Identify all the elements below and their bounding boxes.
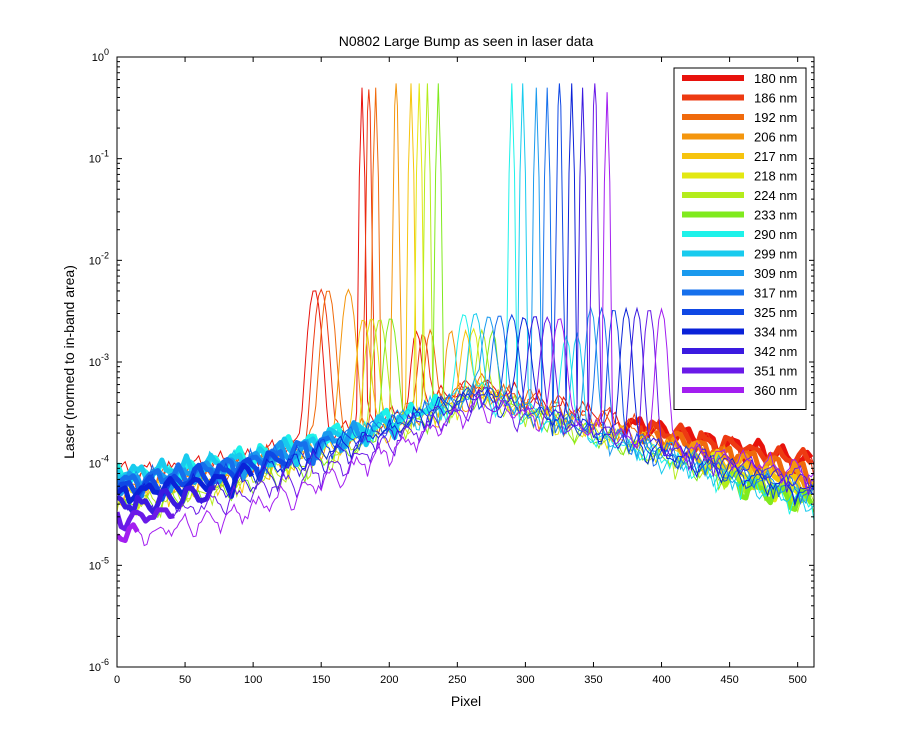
legend-label: 299 nm bbox=[754, 247, 797, 262]
y-tick-label: 10-3 bbox=[89, 352, 109, 369]
chart-title: N0802 Large Bump as seen in laser data bbox=[339, 33, 594, 49]
y-axis: 10-6 10-5 10-4 10-3 10-2 10-1 100 bbox=[89, 47, 814, 674]
y-tick-label: 10-4 bbox=[89, 454, 109, 471]
y-tick-label: 10-2 bbox=[89, 250, 109, 267]
x-tick-label: 250 bbox=[448, 674, 466, 686]
legend-label: 309 nm bbox=[754, 266, 797, 281]
legend-label: 224 nm bbox=[754, 188, 797, 203]
series-line-351-nm bbox=[117, 83, 814, 530]
x-tick-label: 450 bbox=[720, 674, 738, 686]
legend-label: 218 nm bbox=[754, 169, 797, 184]
x-tick-label: 200 bbox=[380, 674, 398, 686]
y-tick-label: 10-5 bbox=[89, 555, 109, 572]
x-tick-label: 350 bbox=[584, 674, 602, 686]
x-tick-label: 150 bbox=[312, 674, 330, 686]
x-tick-label: 400 bbox=[652, 674, 670, 686]
legend-label: 334 nm bbox=[754, 325, 797, 340]
legend-label: 233 nm bbox=[754, 208, 797, 223]
y-tick-label: 100 bbox=[92, 47, 109, 64]
series-highlight-351-nm bbox=[117, 507, 175, 532]
series-line-342-nm bbox=[117, 87, 814, 515]
y-axis-label: Laser (normed to in-band area) bbox=[61, 265, 77, 459]
legend: 180 nm 186 nm 192 nm 206 nm 217 nm 218 nm 224 … bbox=[673, 67, 807, 410]
legend-label: 325 nm bbox=[754, 305, 797, 320]
x-axis-label: Pixel bbox=[451, 693, 481, 709]
x-tick-label: 300 bbox=[516, 674, 534, 686]
legend-label: 206 nm bbox=[754, 130, 797, 145]
x-tick-label: 100 bbox=[244, 674, 262, 686]
x-axis: 0 50 100 150 200 250 300 350 400 450 500 bbox=[114, 57, 807, 686]
series-highlight-186-nm bbox=[637, 419, 814, 466]
series-line-360-nm bbox=[117, 92, 814, 547]
legend-label: 342 nm bbox=[754, 344, 797, 359]
legend-label: 186 nm bbox=[754, 91, 797, 106]
legend-label: 317 nm bbox=[754, 286, 797, 301]
x-tick-label: 0 bbox=[114, 674, 120, 686]
legend-label: 192 nm bbox=[754, 110, 797, 125]
series-highlight-360-nm bbox=[117, 522, 140, 543]
series-highlight-317-nm bbox=[117, 435, 331, 499]
legend-label: 351 nm bbox=[754, 364, 797, 379]
y-tick-label: 10-1 bbox=[89, 149, 109, 166]
x-tick-label: 50 bbox=[179, 674, 191, 686]
legend-label: 217 nm bbox=[754, 149, 797, 164]
y-tick-label: 10-6 bbox=[89, 657, 109, 674]
x-tick-label: 500 bbox=[788, 674, 806, 686]
legend-label: 180 nm bbox=[754, 71, 797, 86]
legend-label: 290 nm bbox=[754, 227, 797, 242]
series-highlight-325-nm bbox=[117, 450, 289, 502]
legend-label: 360 nm bbox=[754, 383, 797, 398]
